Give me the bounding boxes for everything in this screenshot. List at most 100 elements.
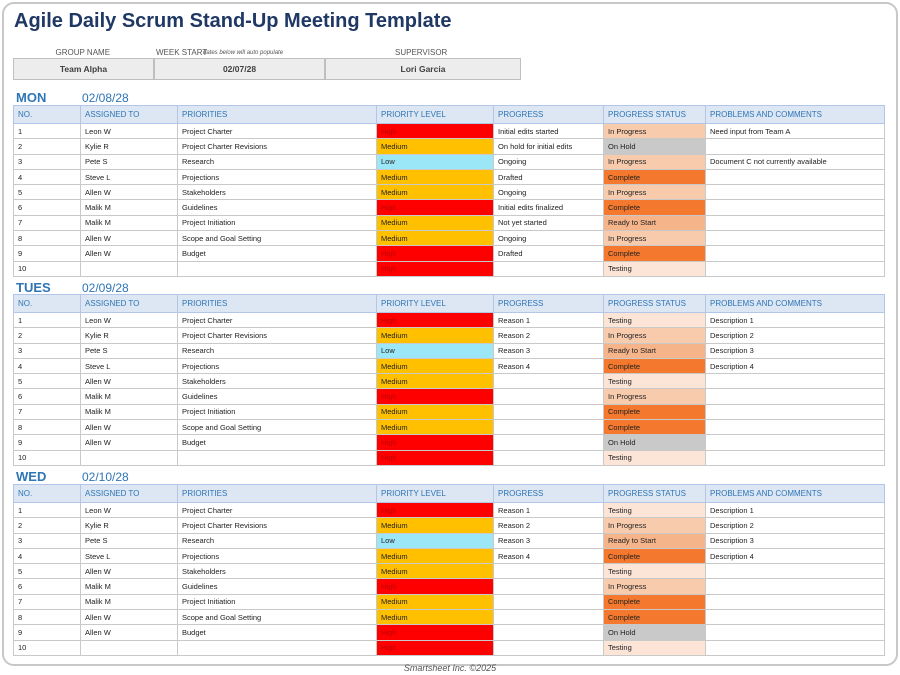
cell: Stakeholders	[177, 373, 377, 390]
row: 2 Kylie R Project Charter Revisions Medium R…	[13, 327, 885, 344]
cell: Pete S	[80, 532, 178, 549]
cell	[705, 168, 885, 186]
frame	[2, 2, 898, 666]
progress-status: In Progress	[603, 578, 706, 595]
footer: Smartsheet Inc. ©2025	[403, 663, 497, 673]
cell: Project Initiation	[177, 214, 377, 232]
cell: Reason 4	[493, 357, 604, 375]
header-row: NO. ASSIGNED TO PRIORITIES PRIORITY LEVEL PR…	[13, 294, 885, 313]
cell	[177, 260, 377, 277]
priority-level: Medium	[376, 563, 494, 580]
progress-status: In Progress	[603, 184, 706, 201]
cell	[705, 563, 885, 580]
column-header: PROGRESS	[493, 105, 604, 124]
cell: 1	[13, 501, 81, 519]
cell	[705, 449, 885, 466]
cell: Project Charter Revisions	[177, 138, 377, 155]
priority-level: Medium	[376, 357, 494, 375]
progress-status: In Progress	[603, 327, 706, 344]
cell: Reason 3	[493, 532, 604, 549]
priority-level: Medium	[376, 517, 494, 534]
cell	[493, 578, 604, 595]
day-table: NO. ASSIGNED TO PRIORITIES PRIORITY LEVEL PR…	[13, 484, 885, 656]
row: 4 Steve L Projections Medium Drafted Complete	[13, 168, 885, 186]
priority-level: Low	[376, 532, 494, 549]
priority-level: High	[376, 122, 494, 140]
cell	[493, 449, 604, 466]
cell: Allen W	[80, 373, 178, 390]
cell: Budget	[177, 434, 377, 451]
field-label: SUPERVISOR	[395, 48, 448, 57]
priority-level: Medium	[376, 403, 494, 421]
cell	[80, 260, 178, 277]
header-row: NO. ASSIGNED TO PRIORITIES PRIORITY LEVEL PR…	[13, 105, 885, 124]
cell	[705, 245, 885, 262]
cell: 3	[13, 532, 81, 549]
row: 9 Allen W Budget High On Hold	[13, 434, 885, 451]
row: 5 Allen W Stakeholders Medium Testing	[13, 373, 885, 390]
cell: Scope and Goal Setting	[177, 609, 377, 626]
row: 8 Allen W Scope and Goal Setting Medium Comp…	[13, 609, 885, 626]
priority-level: Medium	[376, 547, 494, 565]
cell: 5	[13, 184, 81, 201]
cell: Reason 4	[493, 547, 604, 565]
cell: Stakeholders	[177, 184, 377, 201]
cell: 4	[13, 357, 81, 375]
progress-status: Complete	[603, 419, 706, 436]
row: 9 Allen W Budget High Drafted Complete	[13, 245, 885, 262]
cell	[705, 403, 885, 421]
cell: Reason 1	[493, 501, 604, 519]
cell	[493, 609, 604, 626]
progress-status: In Progress	[603, 517, 706, 534]
cell: Guidelines	[177, 199, 377, 216]
cell: Pete S	[80, 342, 178, 359]
day-name: WED	[16, 469, 47, 484]
field-value: 02/07/28	[154, 58, 325, 80]
cell: Not yet started	[493, 214, 604, 232]
cell	[705, 214, 885, 232]
progress-status: Complete	[603, 168, 706, 186]
cell: 5	[13, 373, 81, 390]
progress-status: Complete	[603, 403, 706, 421]
cell: Allen W	[80, 609, 178, 626]
priority-level: High	[376, 199, 494, 216]
column-header: PRIORITIES	[177, 294, 377, 313]
row: 4 Steve L Projections Medium Reason 4 Complet…	[13, 547, 885, 565]
column-header: PROGRESS STATUS	[603, 294, 706, 313]
column-header: PRIORITIES	[177, 484, 377, 503]
cell: Drafted	[493, 245, 604, 262]
cell	[705, 609, 885, 626]
header-row: NO. ASSIGNED TO PRIORITIES PRIORITY LEVEL PR…	[13, 484, 885, 503]
field-value: Team Alpha	[13, 58, 154, 80]
progress-status: Testing	[603, 373, 706, 390]
column-header: PROBLEMS AND COMMENTS	[705, 484, 885, 503]
cell: 7	[13, 593, 81, 611]
row: 2 Kylie R Project Charter Revisions Medium O…	[13, 138, 885, 155]
cell	[705, 373, 885, 390]
progress-status: Ready to Start	[603, 532, 706, 549]
priority-level: High	[376, 449, 494, 466]
progress-status: Complete	[603, 593, 706, 611]
priority-level: High	[376, 624, 494, 641]
priority-level: High	[376, 311, 494, 329]
progress-status: Ready to Start	[603, 342, 706, 359]
cell: Initial edits started	[493, 122, 604, 140]
day-table: NO. ASSIGNED TO PRIORITIES PRIORITY LEVEL PR…	[13, 294, 885, 466]
row: 6 Malik M Guidelines High Initial edits fina…	[13, 199, 885, 216]
cell: Project Charter	[177, 311, 377, 329]
column-header: PROGRESS STATUS	[603, 484, 706, 503]
day-name: MON	[16, 90, 47, 105]
cell: Malik M	[80, 214, 178, 232]
row: 3 Pete S Research Low Ongoing In Progress Docu…	[13, 153, 885, 170]
cell: Project Charter Revisions	[177, 327, 377, 344]
row: 3 Pete S Research Low Reason 3 Ready to Start…	[13, 342, 885, 359]
column-header: PROBLEMS AND COMMENTS	[705, 105, 885, 124]
cell	[493, 419, 604, 436]
cell: Description 4	[705, 357, 885, 375]
cell: Guidelines	[177, 388, 377, 405]
priority-level: Low	[376, 342, 494, 359]
cell: Malik M	[80, 388, 178, 405]
cell: 10	[13, 449, 81, 466]
day-table: NO. ASSIGNED TO PRIORITIES PRIORITY LEVEL PR…	[13, 105, 885, 277]
cell: Project Charter	[177, 122, 377, 140]
